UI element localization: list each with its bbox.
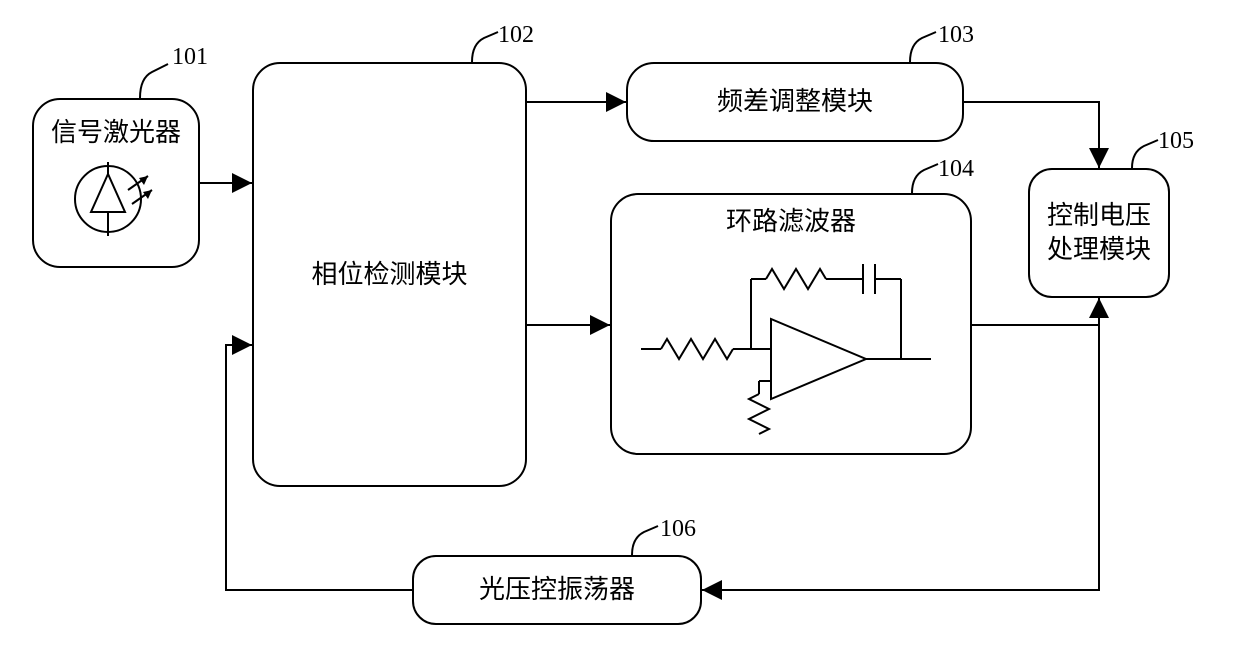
- block-104-label: 环路滤波器: [726, 205, 856, 239]
- block-103-label: 频差调整模块: [717, 85, 873, 119]
- ref-105: 105: [1158, 128, 1194, 155]
- ref-102: 102: [498, 22, 534, 49]
- ref-101: 101: [172, 44, 208, 71]
- block-106-label: 光压控振荡器: [479, 573, 635, 607]
- block-102-label: 相位检测模块: [311, 258, 467, 292]
- block-loop-filter: 环路滤波器: [610, 193, 972, 455]
- ref-103: 103: [938, 22, 974, 49]
- block-101-label: 信号激光器: [51, 116, 181, 150]
- block-optical-vco: 光压控振荡器: [412, 555, 702, 625]
- laser-diode-icon: [66, 154, 166, 244]
- ref-104: 104: [938, 156, 974, 183]
- block-ctrl-voltage-proc: 控制电压 处理模块: [1028, 168, 1170, 298]
- loop-filter-icon: [631, 239, 951, 439]
- block-phase-detect: 相位检测模块: [252, 62, 527, 487]
- block-105-label: 控制电压 处理模块: [1047, 199, 1151, 267]
- block-freq-diff-adjust: 频差调整模块: [626, 62, 964, 142]
- block-signal-laser: 信号激光器: [32, 98, 200, 268]
- ref-106: 106: [660, 516, 696, 543]
